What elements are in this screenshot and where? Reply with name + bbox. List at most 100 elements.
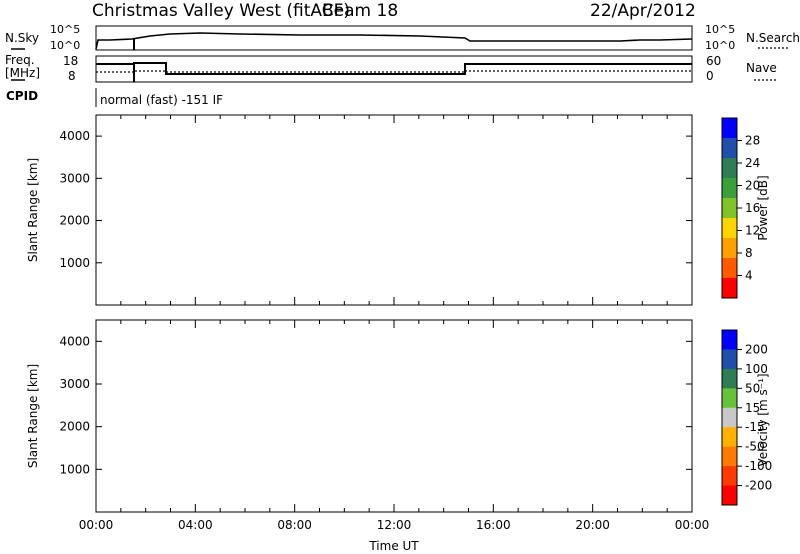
velocity-xtick-label: 16:00 (476, 518, 511, 532)
velocity-region-band (488, 448, 692, 462)
power-colorbar-label: 20 (745, 179, 760, 193)
power-ground-band-green (300, 293, 692, 301)
power-colorbar-swatch (722, 238, 737, 259)
velocity-xtick-label: 08:00 (277, 518, 312, 532)
power-gap-1 (132, 115, 135, 305)
velocity-colorbar-label: -15 (745, 420, 765, 434)
power-ytick-label: 4000 (59, 129, 90, 143)
velocity-region-diagonal (380, 395, 470, 472)
power-colorbar-swatch (722, 138, 737, 159)
x-axis-label: Time UT (368, 539, 419, 553)
freq-panel-frame (95, 55, 693, 83)
velocity-colorbar-frame (721, 329, 738, 506)
velocity-colorbar-label: -200 (745, 479, 772, 493)
velocity-xticks: 00:00 04:00 08:00 12:00 16:00 20:00 00:00 (79, 320, 710, 532)
velocity-colorbar-label: 200 (745, 342, 768, 356)
velocity-region-mid-orange (520, 420, 650, 445)
power-region-right-core (660, 205, 692, 225)
velocity-gap-2 (478, 320, 484, 512)
velocity-data (96, 320, 692, 512)
nsearch-tick-bottom: 10^0 (705, 39, 735, 52)
nave-trace (96, 70, 692, 73)
velocity-ytick-label: 1000 (59, 462, 90, 476)
power-gap-2 (478, 115, 484, 305)
power-region-mid (166, 226, 240, 270)
power-region-main-yellow (225, 258, 300, 282)
freq-label-line1: Freq. (5, 53, 35, 67)
velocity-colorbar-swatch (722, 485, 737, 506)
velocity-yticks: 4000 3000 2000 1000 (59, 334, 692, 476)
velocity-colorbar-label: 100 (745, 362, 768, 376)
freq-label-line2: [MHz] (5, 66, 40, 80)
velocity-colorbar-label: 15 (745, 401, 760, 415)
date-label: 22/Apr/2012 (590, 1, 696, 21)
power-ylabel: Slant Range [km] (26, 158, 40, 262)
power-colorbar-swatch (722, 158, 737, 179)
beam-label: Beam 18 (322, 1, 398, 21)
velocity-ytick-label: 4000 (59, 334, 90, 348)
velocity-region-upper-gray (620, 390, 692, 440)
velocity-xtick-label: 12:00 (377, 518, 412, 532)
power-panel: Slant Range [km] 4000 3000 2000 1000 (26, 114, 693, 306)
nave-tick-top: 60 (706, 54, 721, 68)
velocity-colorbar-label: -100 (745, 459, 772, 473)
freq-tick-bottom: 8 (68, 69, 76, 83)
velocity-ground-band-orange (280, 500, 692, 507)
power-region-band (488, 242, 692, 256)
power-region-high (430, 150, 470, 250)
velocity-region-red-streak (560, 345, 632, 385)
velocity-colorbar-label: Velocity [m s⁻¹] (756, 373, 770, 466)
power-colorbar-label: 8 (745, 246, 753, 260)
velocity-colorbar-swatch (722, 446, 737, 467)
velocity-region-green (290, 440, 355, 492)
power-colorbar-label: 28 (745, 134, 760, 148)
power-ytick-label: 3000 (59, 171, 90, 185)
velocity-colorbar-swatch (722, 407, 737, 428)
velocity-colorbar-swatch (722, 388, 737, 409)
power-ytick-label: 2000 (59, 214, 90, 228)
power-region-early-core (96, 214, 175, 255)
power-colorbar-label: 12 (745, 224, 760, 238)
nave-tick-bottom: 0 (706, 69, 714, 83)
power-data (96, 115, 692, 305)
nsky-panel-frame (95, 25, 693, 51)
power-colorbar-swatch (722, 198, 737, 219)
power-region-top (560, 140, 640, 175)
velocity-xtick-label: 04:00 (178, 518, 213, 532)
power-colorbar-swatch (722, 218, 737, 239)
power-region-spike (228, 175, 270, 245)
velocity-xtick-label: 20:00 (575, 518, 610, 532)
power-colorbar-label: 16 (745, 201, 760, 215)
velocity-xtick-label: 00:00 (79, 518, 114, 532)
station-title: Christmas Valley West (fitACF) (92, 1, 350, 21)
velocity-colorbar-swatch (722, 349, 737, 370)
velocity-ytick-label: 2000 (59, 420, 90, 434)
nsky-tick-top: 10^5 (50, 23, 80, 36)
nsky-trace (95, 32, 693, 50)
velocity-xtick-label: 00:00 (675, 518, 710, 532)
power-ytick-label: 1000 (59, 256, 90, 270)
velocity-ytick-label: 3000 (59, 377, 90, 391)
nsearch-label: N.Search (746, 31, 800, 45)
power-xticks (95, 115, 693, 305)
power-colorbar-swatch (722, 278, 737, 299)
power-colorbar-label: Power [dB] (756, 175, 770, 240)
velocity-colorbar-swatch (722, 368, 737, 389)
velocity-region-blue-dots (500, 378, 545, 395)
power-colorbar-swatch (722, 258, 737, 279)
power-yticks: 4000 3000 2000 1000 (59, 129, 692, 270)
power-region-fringe (360, 244, 420, 268)
velocity-colorbar-label: 50 (745, 381, 760, 395)
velocity-colorbar-swatch (722, 466, 737, 487)
nsky-label: N.Sky (5, 31, 39, 45)
velocity-region-top-orange (96, 410, 166, 428)
velocity-colorbar-swatch (722, 330, 737, 350)
power-colorbar: 28 24 20 16 12 8 4 Power [dB] (721, 117, 770, 299)
power-colorbar-swatch (722, 178, 737, 199)
velocity-region-blue (228, 382, 270, 440)
power-colorbar-label: 4 (745, 269, 753, 283)
velocity-gap-1 (132, 320, 135, 512)
velocity-colorbar-swatch (722, 427, 737, 448)
velocity-colorbar: 200 100 50 15 -15 -50 -100 -200 Velocity [m s⁻¹… (721, 329, 772, 506)
